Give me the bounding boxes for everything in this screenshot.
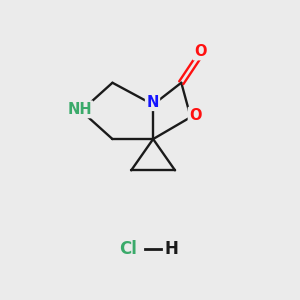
- Text: NH: NH: [67, 102, 92, 117]
- Text: Cl: Cl: [119, 240, 137, 258]
- Text: O: O: [194, 44, 206, 59]
- Text: H: H: [165, 240, 179, 258]
- Text: O: O: [189, 108, 202, 123]
- Text: N: N: [146, 94, 159, 110]
